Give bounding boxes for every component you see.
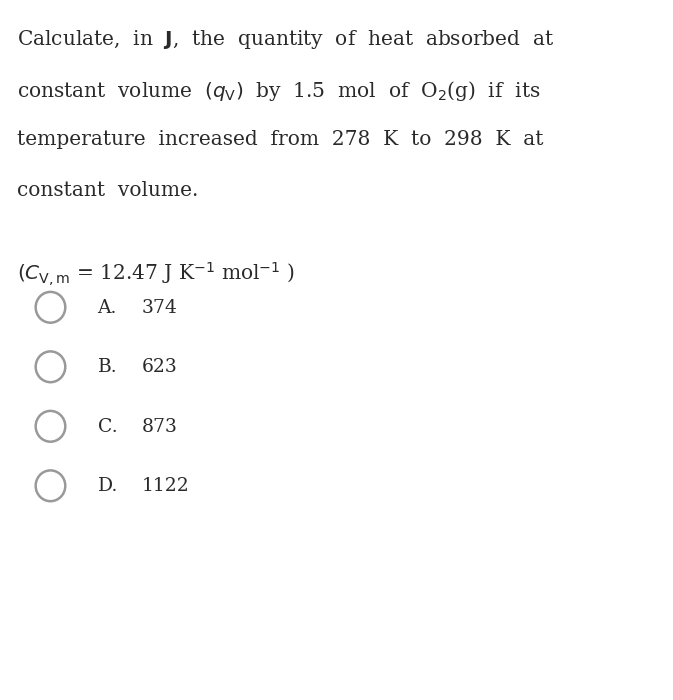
Text: 374: 374 xyxy=(141,299,177,317)
Text: constant  volume  $(q_\mathrm{V})$  by  1.5  mol  of  O$_2$(g)  if  its: constant volume $(q_\mathrm{V})$ by 1.5 … xyxy=(17,79,540,103)
Text: constant  volume.: constant volume. xyxy=(17,181,199,200)
Text: C.: C. xyxy=(98,418,117,436)
Text: B.: B. xyxy=(98,358,117,377)
Text: 623: 623 xyxy=(141,358,177,377)
Text: Calculate,  in  $\mathbf{J}$,  the  quantity  of  heat  absorbed  at: Calculate, in $\mathbf{J}$, the quantity… xyxy=(17,28,555,51)
Text: 873: 873 xyxy=(141,418,177,436)
Text: D.: D. xyxy=(98,477,118,496)
Text: temperature  increased  from  278  K  to  298  K  at: temperature increased from 278 K to 298 … xyxy=(17,130,543,149)
Text: 1122: 1122 xyxy=(141,477,189,496)
Text: A.: A. xyxy=(98,299,117,317)
Text: $(C_\mathrm{V,m}$ = 12.47 J K$^{-1}$ mol$^{-1}$ ): $(C_\mathrm{V,m}$ = 12.47 J K$^{-1}$ mol… xyxy=(17,260,295,288)
